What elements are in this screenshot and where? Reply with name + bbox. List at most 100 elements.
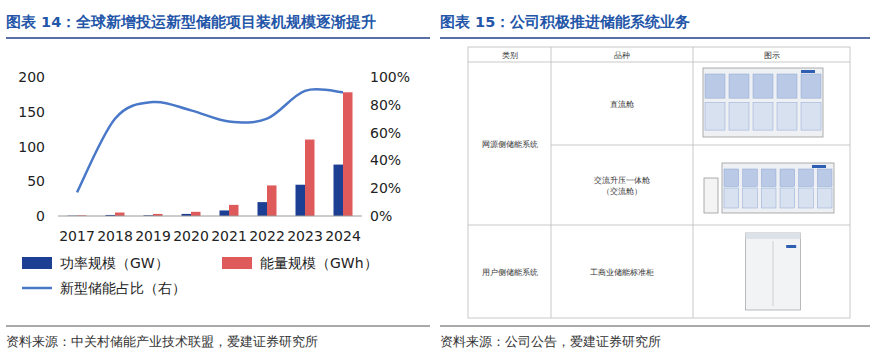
panel: [799, 169, 814, 187]
logo: [786, 245, 796, 248]
panel: [743, 169, 758, 187]
x-tick-label: 2020: [173, 228, 209, 244]
title-rule: [440, 37, 870, 39]
cabinet-top: [746, 233, 801, 239]
panel: [729, 74, 749, 98]
illustration: [704, 163, 834, 213]
panel: [817, 188, 832, 208]
y2-tick-label: 20%: [370, 180, 401, 196]
legend-label: 功率规模（GW）: [60, 255, 169, 271]
table-cell: 网源侧储能系统: [482, 140, 538, 149]
panel: [761, 188, 776, 208]
line: [77, 89, 343, 192]
panel: [705, 74, 725, 98]
bar: [267, 185, 277, 216]
cabinet: [746, 233, 801, 310]
panel: [801, 74, 821, 98]
table-cell: 工商业储能标准柜: [590, 268, 654, 277]
legend-label: 新型储能占比（右）: [60, 280, 186, 296]
y-tick-label: 150: [18, 104, 45, 120]
plot: [68, 89, 353, 216]
panel: [761, 169, 776, 187]
panel: [753, 103, 773, 131]
source-rule: [6, 326, 430, 327]
door-line: [773, 241, 774, 306]
x-tick-label: 2024: [325, 228, 361, 244]
y-tick-label: 100: [18, 139, 45, 155]
table-rule: [551, 145, 850, 146]
bar: [229, 205, 239, 216]
bar: [305, 140, 315, 216]
table-rule: [551, 47, 552, 318]
bar: [115, 213, 125, 216]
table-cell: （交流舱）: [602, 187, 642, 196]
title: 图表 15：公司积极推进储能系统业务: [440, 14, 690, 30]
table-cell: 用户侧储能系统: [482, 268, 538, 277]
source-rule: [440, 326, 870, 327]
bar: [296, 185, 306, 216]
title-rule: [6, 37, 430, 39]
panel: [724, 188, 739, 208]
page: 图表 14：全球新增投运新型储能项目装机规模逐渐提升资料来源：中关村储能产业技术…: [0, 0, 876, 358]
x-tick-label: 2019: [135, 228, 171, 244]
x-tick-label: 2021: [211, 228, 247, 244]
x-tick-label: 2022: [249, 228, 285, 244]
legend-item: 新型储能占比（右）: [22, 280, 186, 296]
bar: [258, 202, 268, 216]
bar: [191, 212, 201, 216]
source: 资料来源：中关村储能产业技术联盟，爱建证券研究所: [6, 334, 318, 349]
x-tick-label: 2023: [287, 228, 323, 244]
panel: [753, 74, 773, 98]
container: [722, 163, 834, 213]
y2-tick-label: 0%: [370, 208, 392, 224]
table-header: 图示: [764, 51, 780, 60]
y-tick-label: 50: [27, 173, 45, 189]
y2-tick-label: 40%: [370, 152, 401, 168]
legend-swatch: [22, 287, 52, 290]
illustration: [703, 68, 823, 137]
legend-swatch: [22, 257, 52, 269]
bar: [343, 92, 353, 216]
panel: [780, 169, 795, 187]
panel: [777, 103, 797, 131]
logo: [801, 70, 815, 73]
table-header: 类别: [502, 51, 518, 60]
panel: [729, 103, 749, 131]
y2-tick-label: 60%: [370, 125, 401, 141]
container: [703, 68, 823, 137]
table: 类别 品种 图示直流舱交流升压一体舱 （交流舱） 网源侧储能系统工商业储能标准柜 用户侧储…: [468, 47, 850, 318]
source: 资料来源：公司公告，爱建证券研究所: [440, 334, 661, 349]
title: 图表 14：全球新增投运新型储能项目装机规模逐渐提升: [6, 13, 376, 30]
table-frame: [468, 47, 850, 318]
bar: [220, 210, 230, 216]
x-axis: [58, 216, 362, 217]
panel: [801, 103, 821, 131]
panel: [743, 188, 758, 208]
transformer: [704, 178, 718, 213]
illustration: [746, 233, 801, 310]
y2-tick-label: 80%: [370, 97, 401, 113]
logo: [812, 165, 826, 168]
table-rule: [468, 225, 850, 226]
table-header: 品种: [614, 51, 630, 60]
panel: [777, 74, 797, 98]
panel: [724, 169, 739, 187]
y2-tick-label: 100%: [370, 69, 410, 85]
legend-item: 功率规模（GW）: [22, 255, 169, 271]
x-tick-label: 2017: [59, 228, 95, 244]
panel: [780, 188, 795, 208]
table-rule: [693, 47, 694, 318]
legend-label: 能量规模（GWh）: [260, 255, 378, 271]
panel: [705, 103, 725, 131]
y-tick-label: 200: [18, 69, 45, 85]
y-tick-label: 0: [36, 208, 45, 224]
legend-swatch: [222, 257, 252, 269]
panel: [799, 188, 814, 208]
legend-item: 能量规模（GWh）: [222, 255, 378, 271]
panel: [817, 169, 832, 187]
table-rule: [468, 62, 850, 63]
bar: [334, 165, 344, 216]
table-cell: 直流舱: [610, 100, 634, 109]
table-cell: 交流升压一体舱: [594, 176, 650, 185]
x-tick-label: 2018: [97, 228, 133, 244]
